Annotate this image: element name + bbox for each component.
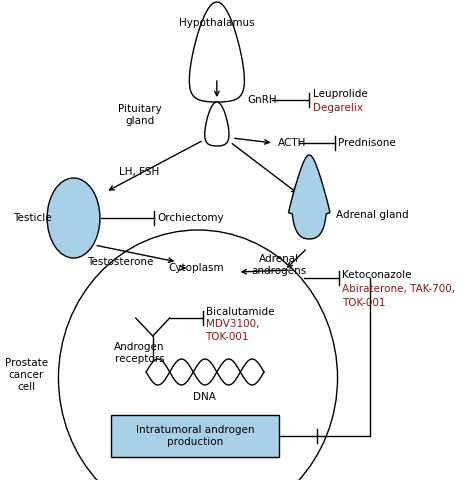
Text: GnRH: GnRH (247, 95, 277, 105)
Text: Cytoplasm: Cytoplasm (168, 263, 224, 273)
Text: MDV3100,: MDV3100, (206, 319, 259, 329)
Text: Prednisone: Prednisone (337, 138, 395, 148)
Text: TOK-001: TOK-001 (342, 298, 386, 308)
Text: Leuprolide: Leuprolide (313, 89, 368, 99)
Polygon shape (289, 155, 330, 239)
Text: Prostate
cancer
cell: Prostate cancer cell (5, 359, 48, 392)
Text: Ketoconazole: Ketoconazole (342, 270, 412, 280)
Polygon shape (205, 102, 229, 146)
Text: Orchiectomy: Orchiectomy (157, 213, 224, 223)
Ellipse shape (47, 178, 100, 258)
Text: DNA: DNA (193, 392, 216, 402)
Text: Intratumoral androgen
production: Intratumoral androgen production (136, 425, 255, 447)
Ellipse shape (58, 230, 337, 480)
Text: Pituitary
gland: Pituitary gland (118, 104, 162, 126)
Bar (111, 415, 279, 457)
Text: Testicle: Testicle (13, 213, 51, 223)
Text: Adrenal gland: Adrenal gland (336, 210, 408, 220)
Text: Degarelix: Degarelix (313, 103, 363, 113)
Text: Androgen
receptors: Androgen receptors (114, 342, 165, 364)
Text: LH, FSH: LH, FSH (119, 167, 160, 177)
Text: Testosterone: Testosterone (88, 257, 154, 267)
Text: TOK-001: TOK-001 (206, 332, 249, 342)
Text: Hypothalamus: Hypothalamus (179, 18, 255, 28)
Text: Abiraterone, TAK-700,: Abiraterone, TAK-700, (342, 284, 456, 294)
Text: Bicalutamide: Bicalutamide (206, 307, 274, 317)
Text: ACTH: ACTH (278, 138, 307, 148)
Text: Adrenal
androgens: Adrenal androgens (251, 254, 307, 276)
Polygon shape (189, 2, 245, 102)
